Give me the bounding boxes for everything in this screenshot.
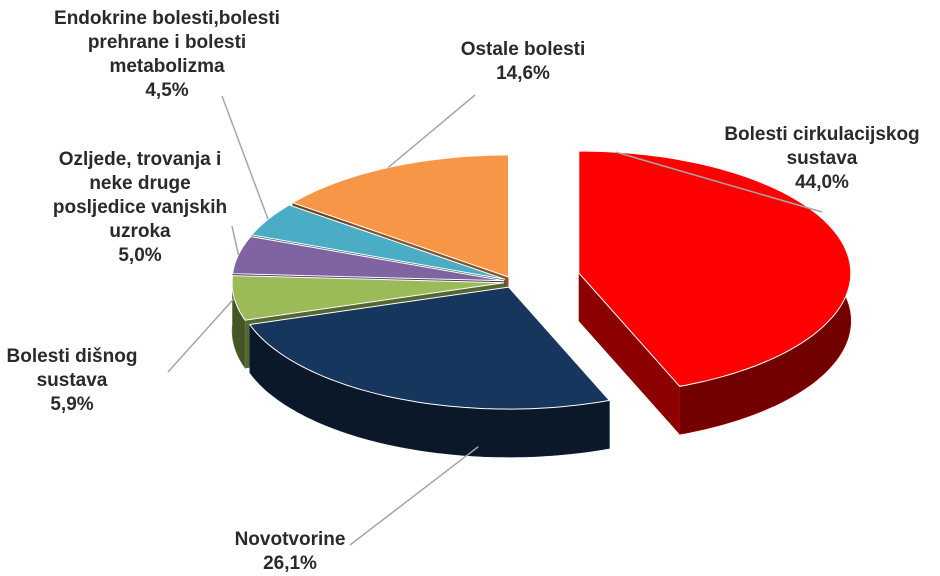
label-line: Ozljede, trovanja i xyxy=(59,149,222,170)
slice xyxy=(248,286,611,458)
label-line: Bolesti cirkulacijskog xyxy=(724,124,919,145)
label-line: Ostale bolesti xyxy=(461,39,586,60)
leader-line xyxy=(167,297,235,373)
value-label: 44,0% xyxy=(795,172,849,193)
value-label: 5,0% xyxy=(118,245,161,266)
slice-top xyxy=(578,150,852,387)
leader-line xyxy=(387,94,476,169)
data-label: Ozljede, trovanja i neke druge posljedice … xyxy=(53,149,227,242)
label-line: uzroka xyxy=(109,221,171,242)
slice-wall xyxy=(578,273,680,435)
label-line: sustava xyxy=(787,148,858,169)
label-line: Novotvorine xyxy=(235,529,346,550)
value-label: 4,5% xyxy=(145,80,188,101)
leader-line xyxy=(221,95,269,220)
label-line: prehrane i bolesti xyxy=(88,32,246,53)
label-line: Endokrine bolesti,bolesti xyxy=(54,8,280,29)
value-label: 14,6% xyxy=(496,63,550,84)
value-label: 5,9% xyxy=(50,394,93,415)
label-line: Bolesti dišnog xyxy=(7,346,138,367)
label-line: sustava xyxy=(37,370,108,391)
data-label: Bolesti dišnog sustava xyxy=(7,346,138,391)
slice-top xyxy=(248,286,611,410)
label-line: metabolizma xyxy=(109,56,225,77)
slice xyxy=(578,150,852,435)
label-line: neke druge xyxy=(89,173,190,194)
value-label: 26,1% xyxy=(263,553,317,574)
leader-line xyxy=(231,225,240,255)
leader-line xyxy=(349,446,479,546)
leader-line xyxy=(615,151,823,213)
label-line: posljedice vanjskih xyxy=(53,197,227,218)
data-label: Bolesti cirkulacijskog sustava xyxy=(724,124,919,169)
data-label: Endokrine bolesti,bolesti prehrane i bole… xyxy=(54,8,280,77)
data-label: Ostale bolesti xyxy=(461,39,586,60)
data-label: Novotvorine xyxy=(235,529,346,550)
